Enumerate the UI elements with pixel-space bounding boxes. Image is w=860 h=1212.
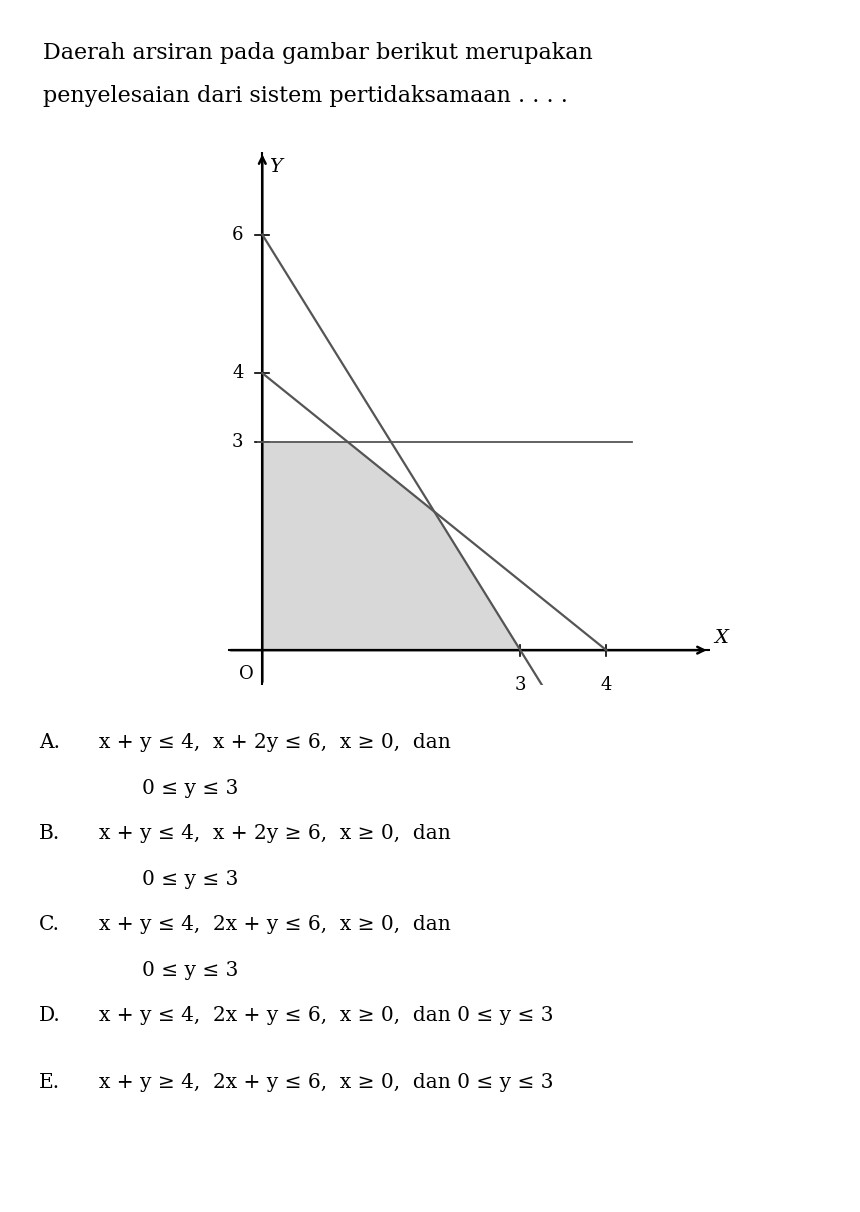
- Text: A.: A.: [39, 733, 59, 753]
- Text: 0 ≤ y ≤ 3: 0 ≤ y ≤ 3: [142, 961, 238, 981]
- Text: 0 ≤ y ≤ 3: 0 ≤ y ≤ 3: [142, 870, 238, 890]
- Text: 3: 3: [232, 434, 243, 451]
- Text: 4: 4: [600, 676, 612, 694]
- Text: x + y ≥ 4,  2x + y ≤ 6,  x ≥ 0,  dan 0 ≤ y ≤ 3: x + y ≥ 4, 2x + y ≤ 6, x ≥ 0, dan 0 ≤ y …: [99, 1073, 553, 1092]
- Text: D.: D.: [39, 1006, 60, 1025]
- Text: B.: B.: [39, 824, 60, 844]
- Text: C.: C.: [39, 915, 59, 934]
- Text: X: X: [714, 629, 728, 647]
- Text: Daerah arsiran pada gambar berikut merupakan: Daerah arsiran pada gambar berikut merup…: [43, 42, 593, 64]
- Text: Y: Y: [269, 159, 282, 177]
- Text: 3: 3: [514, 676, 526, 694]
- Text: 0 ≤ y ≤ 3: 0 ≤ y ≤ 3: [142, 779, 238, 799]
- Text: 6: 6: [232, 225, 243, 244]
- Text: x + y ≤ 4,  2x + y ≤ 6,  x ≥ 0,  dan: x + y ≤ 4, 2x + y ≤ 6, x ≥ 0, dan: [99, 915, 451, 934]
- Text: O: O: [239, 665, 255, 684]
- Text: x + y ≤ 4,  2x + y ≤ 6,  x ≥ 0,  dan 0 ≤ y ≤ 3: x + y ≤ 4, 2x + y ≤ 6, x ≥ 0, dan 0 ≤ y …: [99, 1006, 553, 1025]
- Text: x + y ≤ 4,  x + 2y ≤ 6,  x ≥ 0,  dan: x + y ≤ 4, x + 2y ≤ 6, x ≥ 0, dan: [99, 733, 451, 753]
- Text: x + y ≤ 4,  x + 2y ≥ 6,  x ≥ 0,  dan: x + y ≤ 4, x + 2y ≥ 6, x ≥ 0, dan: [99, 824, 451, 844]
- Text: E.: E.: [39, 1073, 60, 1092]
- Text: penyelesaian dari sistem pertidaksamaan . . . .: penyelesaian dari sistem pertidaksamaan …: [43, 85, 568, 107]
- Text: 4: 4: [232, 364, 243, 382]
- Polygon shape: [262, 442, 520, 650]
